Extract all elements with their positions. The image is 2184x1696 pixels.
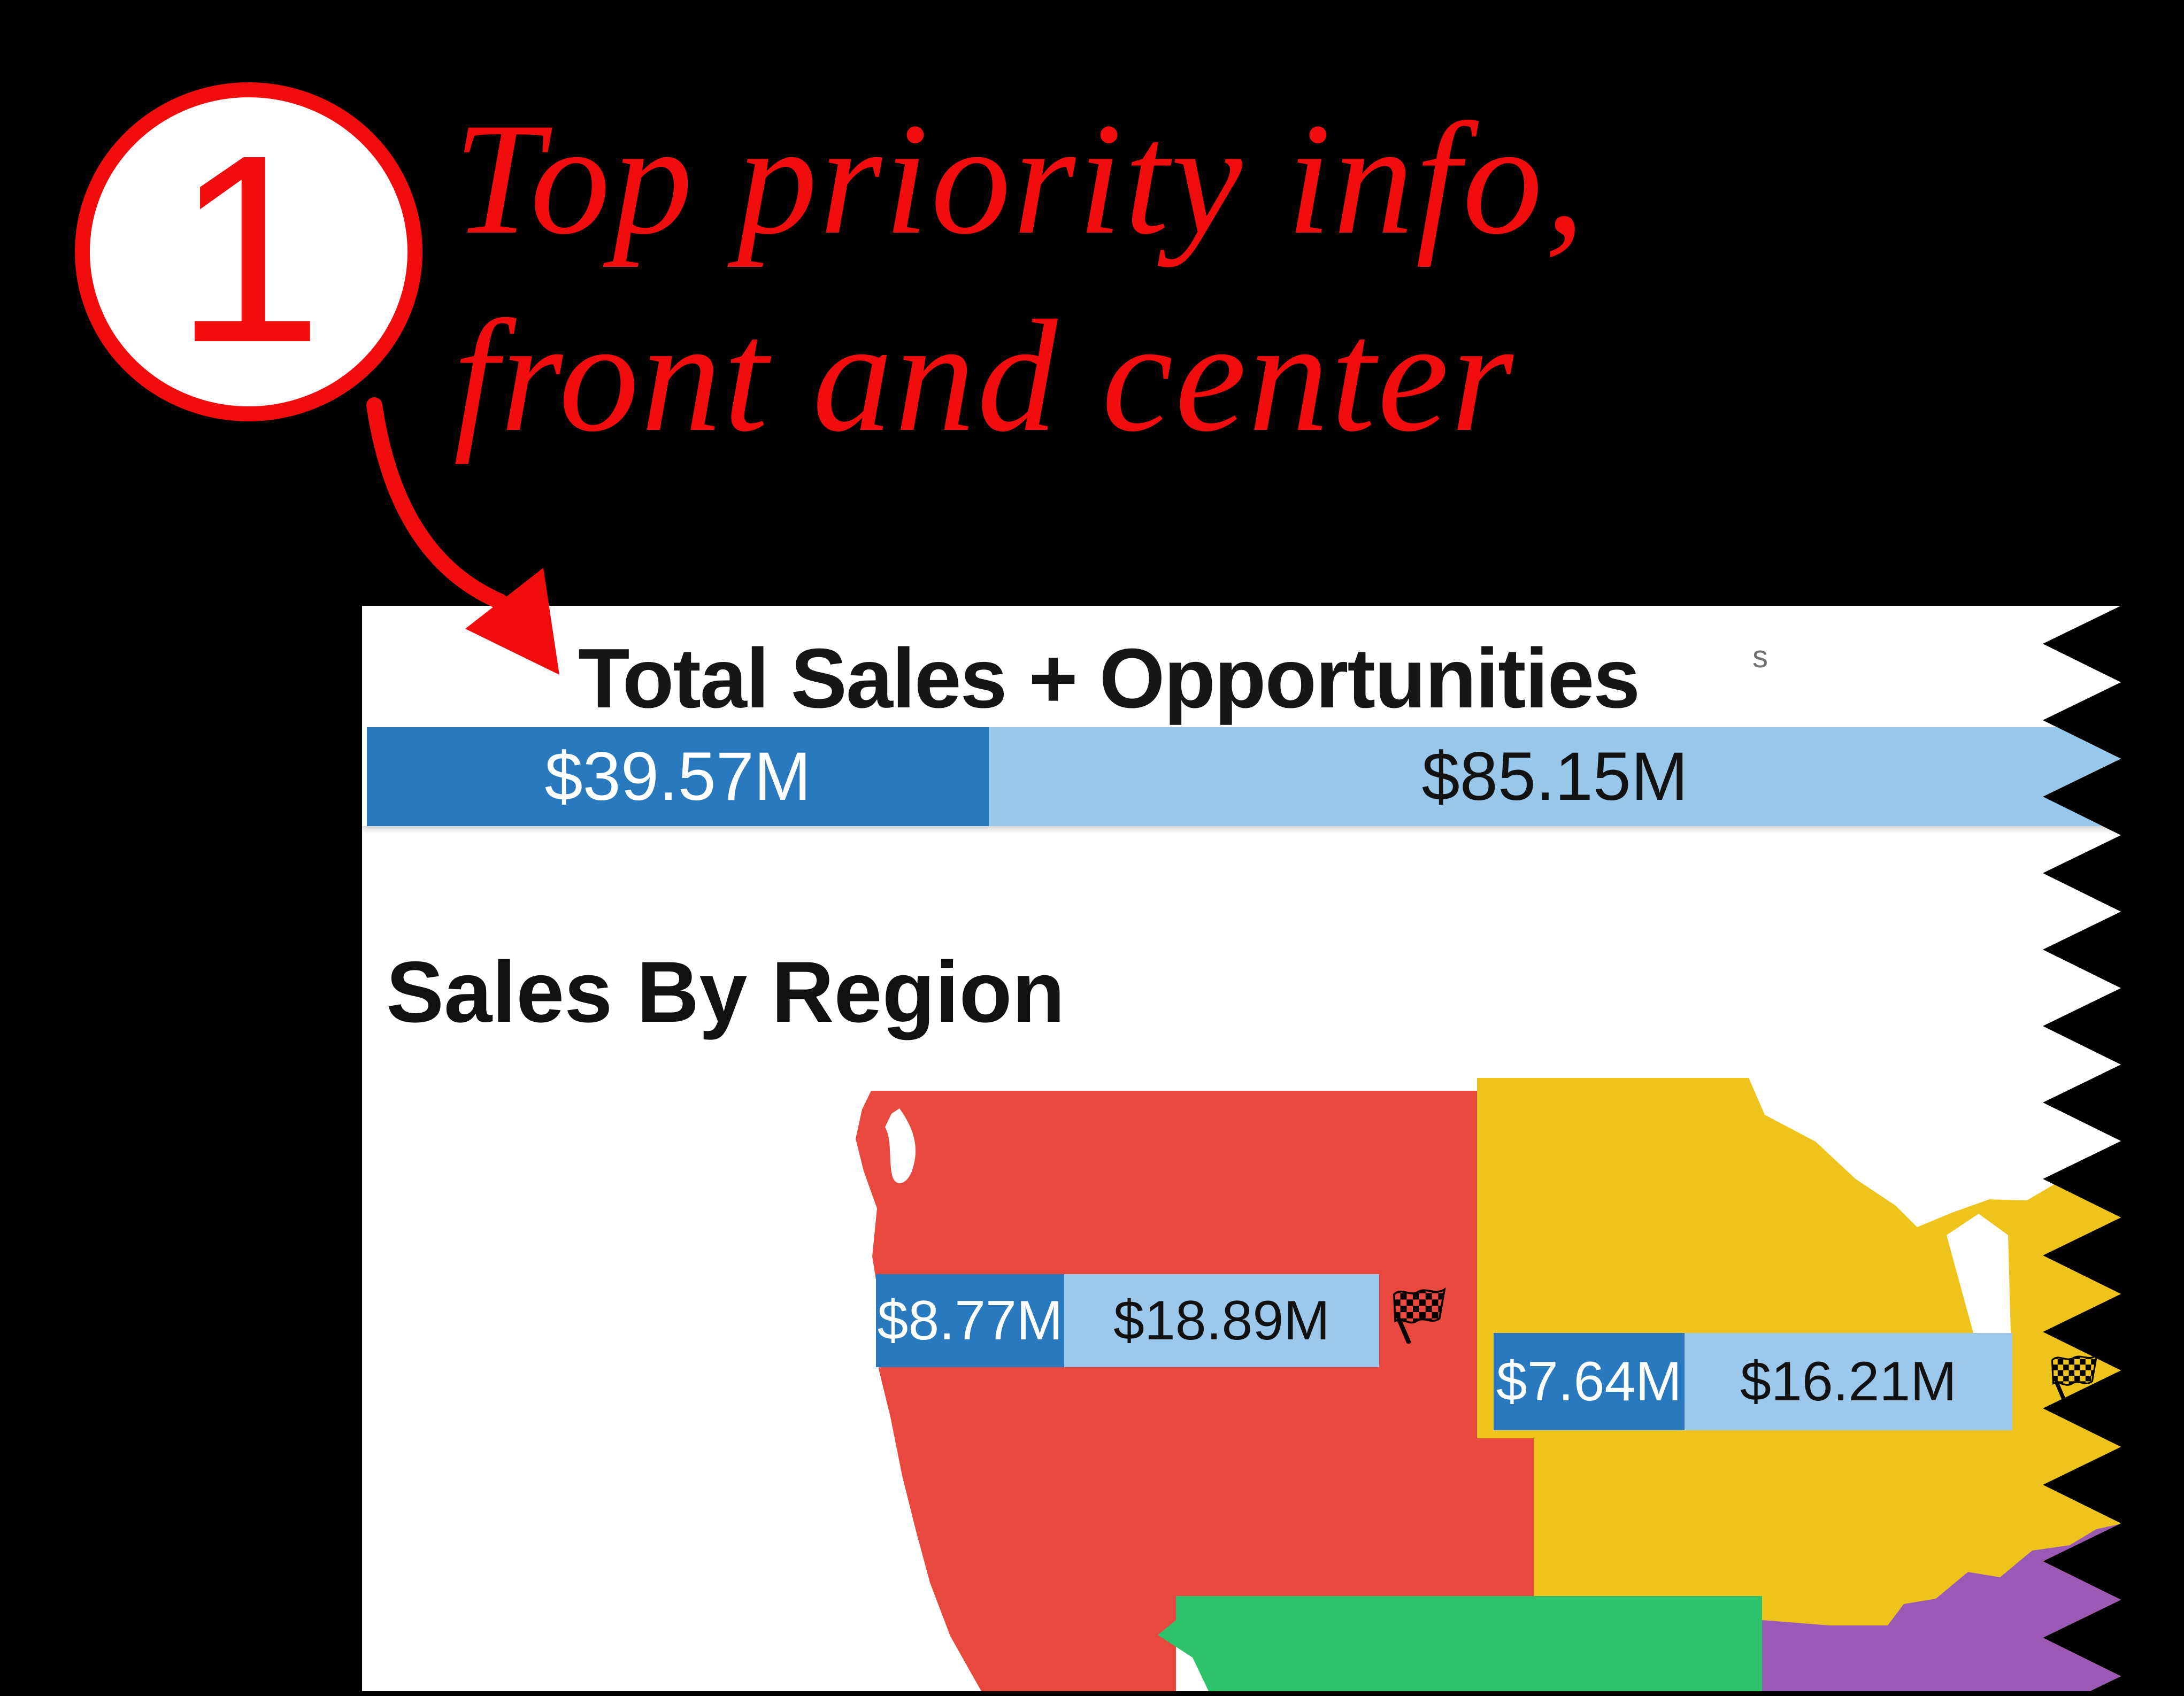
annotation-number: 1 (174, 99, 324, 398)
sales-by-region-heading: Sales By Region (386, 944, 1065, 1040)
annotation-note: Top priority info, front and center (453, 80, 1587, 475)
total-sales-value: $39.57M (544, 738, 811, 815)
opportunities-value: $85.15M (1421, 738, 1688, 815)
panel-title: Total Sales + Opportunities (578, 631, 1640, 726)
annotation-note-line2: front and center (453, 287, 1516, 465)
opportunities-segment[interactable]: $85.15M (989, 727, 2121, 826)
lake-michigan (1947, 1214, 2011, 1333)
region-south[interactable] (1158, 1596, 1762, 1691)
annotation-note-line1: Top priority info, (453, 90, 1587, 267)
lake-superior (1749, 1074, 2121, 1227)
central-sales-value: $7.64M (1496, 1350, 1682, 1413)
region-west[interactable] (856, 1091, 1534, 1691)
total-sales-segment[interactable]: $39.57M (367, 727, 989, 826)
visual-header-partial-icon[interactable]: s (1752, 639, 1768, 674)
checkered-flag-icon (2051, 1354, 2098, 1404)
west-opportunities-label[interactable]: $18.89M (1064, 1274, 1379, 1367)
dashboard-panel: Total Sales + Opportunities s $39.57M $8… (362, 606, 2121, 1691)
region-southeast[interactable] (1762, 1524, 2121, 1691)
west-sales-label[interactable]: $8.77M (876, 1274, 1064, 1367)
us-region-map (856, 1074, 2121, 1691)
checkered-flag-icon (1393, 1287, 1446, 1344)
central-opportunities-label[interactable]: $16.21M (1685, 1333, 2012, 1430)
puget-sound-inlet (885, 1108, 916, 1183)
central-sales-label[interactable]: $7.64M (1494, 1333, 1685, 1430)
total-sales-opportunities-bar: $39.57M $85.15M (362, 727, 2121, 826)
west-opportunities-value: $18.89M (1113, 1289, 1330, 1352)
west-sales-value: $8.77M (877, 1289, 1063, 1352)
central-opportunities-value: $16.21M (1740, 1350, 1957, 1413)
